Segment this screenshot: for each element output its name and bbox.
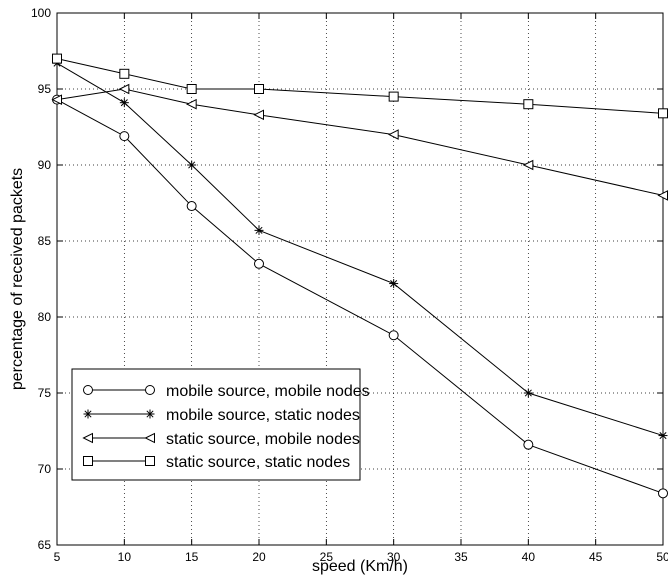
data-point [253, 109, 264, 121]
legend: mobile source, mobile nodes mobile source… [71, 368, 370, 481]
asterisk-stroke [524, 389, 532, 397]
asterisk-stroke [188, 161, 196, 169]
x-tick-label: 15 [185, 550, 199, 564]
data-point [522, 159, 534, 171]
x-tick-label: 5 [54, 550, 61, 564]
x-tick-label: 45 [589, 550, 603, 564]
y-tick-label: 70 [38, 462, 52, 476]
data-point [388, 91, 399, 102]
legend-marker [82, 432, 93, 444]
legend-item: mobile source, mobile nodes [83, 383, 370, 400]
series-4 [52, 53, 668, 119]
asterisk-stroke [255, 226, 263, 234]
asterisk-stroke [146, 410, 154, 418]
y-axis-label: percentage of received packets [9, 168, 26, 390]
legend-marker [144, 432, 155, 444]
x-tick-label: 40 [522, 550, 536, 564]
legend-item: mobile source, static nodes [83, 407, 360, 424]
legend-marker [83, 385, 93, 395]
data-point [658, 488, 668, 499]
x-axis-label: speed (Km/h) [312, 558, 408, 575]
x-tick-label: 25 [320, 550, 334, 564]
data-point [254, 258, 264, 269]
x-tick-label: 35 [454, 550, 468, 564]
data-point [118, 83, 130, 95]
data-point [523, 99, 534, 110]
series-3 [51, 83, 668, 201]
data-point [119, 68, 130, 79]
data-point [187, 160, 197, 170]
x-tick-label: 10 [118, 550, 132, 564]
data-point [119, 98, 129, 108]
data-point [52, 53, 62, 64]
data-point [254, 225, 264, 235]
legend-label: static source, static nodes [166, 454, 350, 471]
data-point [389, 279, 399, 289]
legend-marker [83, 409, 93, 419]
legend-item: static source, static nodes [83, 454, 350, 471]
series-1 [52, 94, 668, 499]
asterisk-stroke [120, 99, 128, 107]
data-point [523, 439, 534, 450]
y-tick-label: 65 [38, 538, 52, 552]
data-point [119, 131, 130, 142]
legend-marker [145, 456, 155, 466]
data-point [388, 330, 399, 341]
data-point [254, 84, 264, 94]
data-point [186, 201, 197, 212]
y-tick-label: 95 [38, 82, 52, 96]
data-point [658, 431, 668, 441]
asterisk-stroke [390, 280, 398, 288]
legend-marker [145, 409, 155, 419]
legend-label: mobile source, static nodes [166, 407, 360, 424]
x-tick-label: 20 [252, 550, 266, 564]
series-line [56, 58, 664, 114]
data-point [51, 94, 62, 105]
asterisk-stroke [84, 410, 92, 418]
x-tick-label: 50 [656, 550, 668, 564]
asterisk-stroke [659, 432, 667, 440]
legend-label: static source, mobile nodes [166, 431, 360, 448]
series-group [51, 53, 668, 499]
data-point [388, 129, 399, 140]
y-axis-ticks: 65 70 75 80 85 90 95 100 [31, 6, 663, 552]
y-tick-label: 80 [38, 310, 52, 324]
data-point [186, 98, 197, 110]
y-tick-label: 100 [31, 6, 51, 20]
y-tick-label: 75 [38, 386, 52, 400]
y-tick-label: 90 [38, 158, 52, 172]
data-point [523, 388, 533, 398]
series-line [56, 88, 664, 196]
legend-marker [83, 456, 93, 466]
y-tick-label: 85 [38, 234, 52, 248]
data-point [658, 108, 668, 119]
x-tick-label: 30 [387, 550, 401, 564]
data-point [186, 84, 197, 94]
plot-area-frame [56, 12, 664, 546]
x-axis-ticks: 5 10 15 20 25 30 35 40 45 50 [54, 13, 668, 564]
legend-label: mobile source, mobile nodes [166, 383, 370, 400]
legend-marker [145, 385, 155, 395]
legend-item: static source, mobile nodes [82, 431, 360, 448]
